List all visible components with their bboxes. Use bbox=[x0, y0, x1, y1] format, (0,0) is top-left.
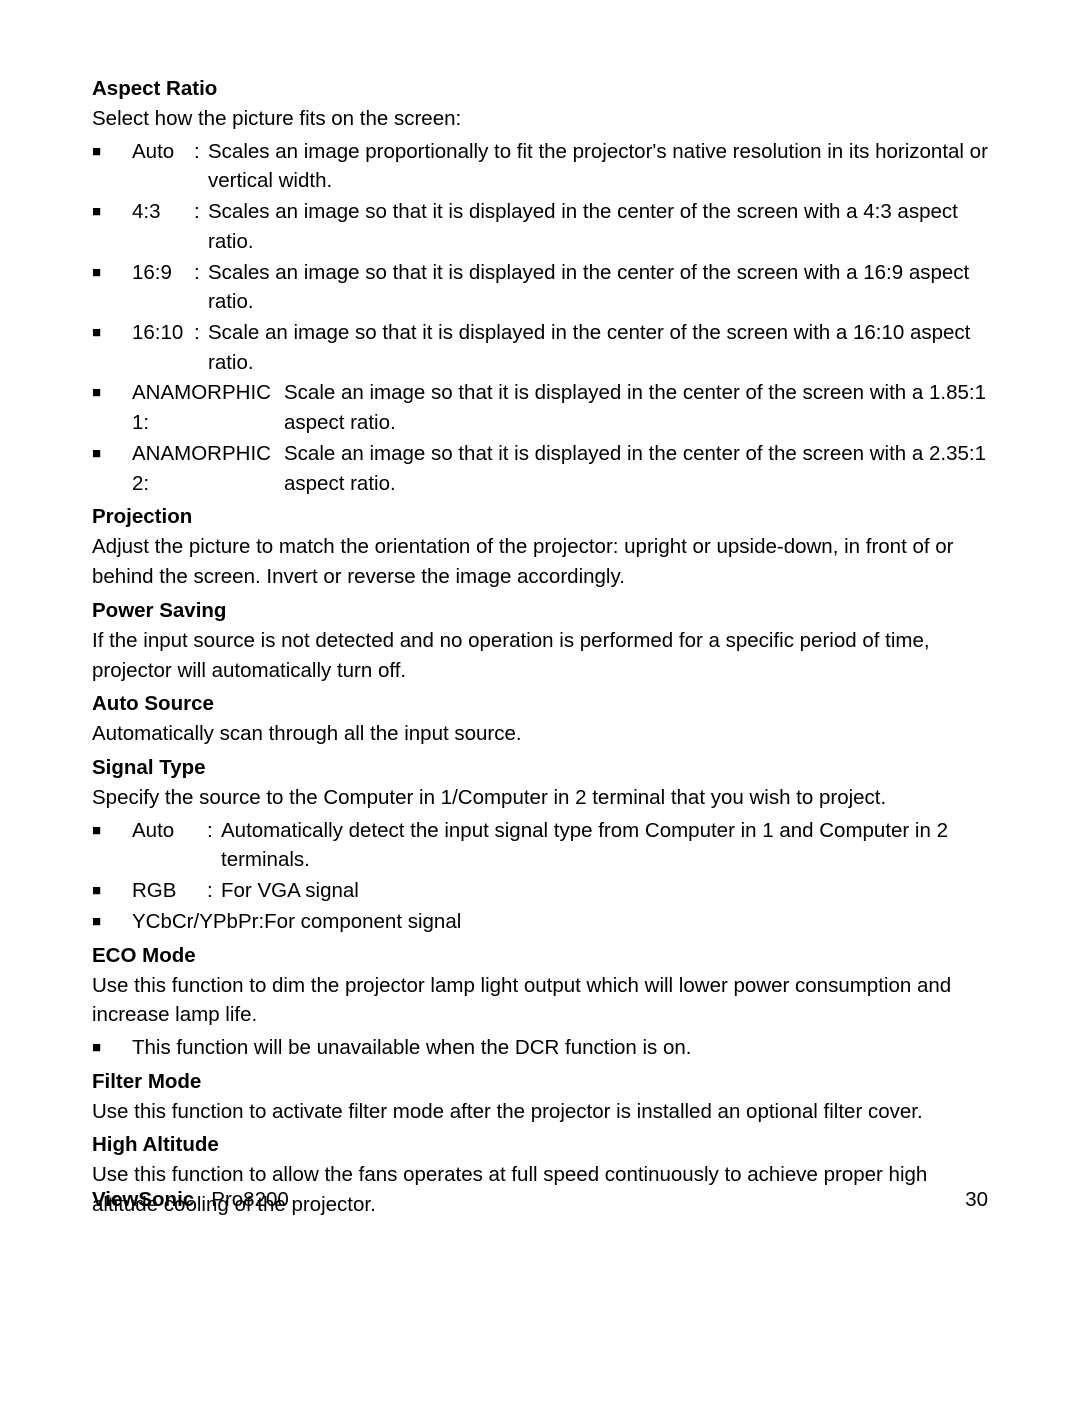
term-rgb: RGB bbox=[132, 876, 207, 906]
filter-mode-body: Use this function to activate filter mod… bbox=[92, 1097, 988, 1127]
desc: Automatically detect the input signal ty… bbox=[221, 816, 988, 875]
term-anamorphic-2: ANAMORPHIC 2: bbox=[132, 439, 284, 498]
page-footer: ViewSonic Pro8200 30 bbox=[92, 1188, 988, 1212]
term-4-3: 4:3 bbox=[132, 197, 194, 256]
eco-mode-body: Use this function to dim the projector l… bbox=[92, 971, 988, 1030]
aspect-ratio-title: Aspect Ratio bbox=[92, 77, 988, 101]
desc: For component signal bbox=[264, 907, 988, 937]
eco-note: This function will be unavailable when t… bbox=[132, 1033, 988, 1063]
filter-mode-title: Filter Mode bbox=[92, 1070, 988, 1094]
desc: Scale an image so that it is displayed i… bbox=[208, 318, 988, 377]
aspect-ratio-list: ■ Auto : Scales an image proportionally … bbox=[92, 137, 988, 499]
bullet-icon: ■ bbox=[92, 378, 132, 437]
auto-source-body: Automatically scan through all the input… bbox=[92, 719, 988, 749]
list-item: ■ 4:3 : Scales an image so that it is di… bbox=[92, 197, 988, 256]
term-ycbcr: YCbCr/YPbPr: bbox=[132, 907, 264, 937]
projection-title: Projection bbox=[92, 505, 988, 529]
list-item: ■ Auto : Scales an image proportionally … bbox=[92, 137, 988, 196]
desc: Scale an image so that it is displayed i… bbox=[284, 378, 988, 437]
footer-model bbox=[200, 1188, 211, 1211]
list-item: ■ YCbCr/YPbPr: For component signal bbox=[92, 907, 988, 937]
signal-type-list: ■ Auto : Automatically detect the input … bbox=[92, 816, 988, 937]
list-item: ■ This function will be unavailable when… bbox=[92, 1033, 988, 1063]
bullet-icon: ■ bbox=[92, 258, 132, 317]
colon: : bbox=[207, 876, 221, 906]
colon: : bbox=[194, 258, 208, 317]
colon: : bbox=[194, 197, 208, 256]
auto-source-title: Auto Source bbox=[92, 692, 988, 716]
list-item: ■ 16:9 : Scales an image so that it is d… bbox=[92, 258, 988, 317]
bullet-icon: ■ bbox=[92, 439, 132, 498]
high-altitude-title: High Altitude bbox=[92, 1133, 988, 1157]
signal-type-intro: Specify the source to the Computer in 1/… bbox=[92, 783, 988, 813]
desc: Scales an image proportionally to fit th… bbox=[208, 137, 988, 196]
bullet-icon: ■ bbox=[92, 876, 132, 906]
bullet-icon: ■ bbox=[92, 318, 132, 377]
colon: : bbox=[207, 816, 221, 875]
desc: For VGA signal bbox=[221, 876, 988, 906]
bullet-icon: ■ bbox=[92, 137, 132, 196]
signal-type-title: Signal Type bbox=[92, 756, 988, 780]
bullet-icon: ■ bbox=[92, 1033, 132, 1063]
aspect-ratio-intro: Select how the picture fits on the scree… bbox=[92, 104, 988, 134]
footer-model-text: Pro8200 bbox=[211, 1188, 289, 1211]
bullet-icon: ■ bbox=[92, 907, 132, 937]
list-item: ■ ANAMORPHIC 2: Scale an image so that i… bbox=[92, 439, 988, 498]
footer-left: ViewSonic Pro8200 bbox=[92, 1188, 289, 1212]
footer-brand: ViewSonic bbox=[92, 1188, 194, 1211]
term-auto: Auto bbox=[132, 137, 194, 196]
projection-body: Adjust the picture to match the orientat… bbox=[92, 532, 988, 591]
desc: Scales an image so that it is displayed … bbox=[208, 258, 988, 317]
power-saving-body: If the input source is not detected and … bbox=[92, 626, 988, 685]
term-16-9: 16:9 bbox=[132, 258, 194, 317]
list-item: ■ ANAMORPHIC 1: Scale an image so that i… bbox=[92, 378, 988, 437]
term-16-10: 16:10 bbox=[132, 318, 194, 377]
desc: Scale an image so that it is displayed i… bbox=[284, 439, 988, 498]
colon: : bbox=[194, 318, 208, 377]
bullet-icon: ■ bbox=[92, 816, 132, 875]
term-anamorphic-1: ANAMORPHIC 1: bbox=[132, 378, 284, 437]
bullet-icon: ■ bbox=[92, 197, 132, 256]
eco-mode-note-list: ■ This function will be unavailable when… bbox=[92, 1033, 988, 1063]
document-page: Aspect Ratio Select how the picture fits… bbox=[0, 0, 1080, 1220]
list-item: ■ 16:10 : Scale an image so that it is d… bbox=[92, 318, 988, 377]
colon: : bbox=[194, 137, 208, 196]
list-item: ■ RGB : For VGA signal bbox=[92, 876, 988, 906]
desc: Scales an image so that it is displayed … bbox=[208, 197, 988, 256]
eco-mode-title: ECO Mode bbox=[92, 944, 988, 968]
power-saving-title: Power Saving bbox=[92, 599, 988, 623]
footer-page-number: 30 bbox=[965, 1188, 988, 1212]
list-item: ■ Auto : Automatically detect the input … bbox=[92, 816, 988, 875]
term-auto: Auto bbox=[132, 816, 207, 875]
